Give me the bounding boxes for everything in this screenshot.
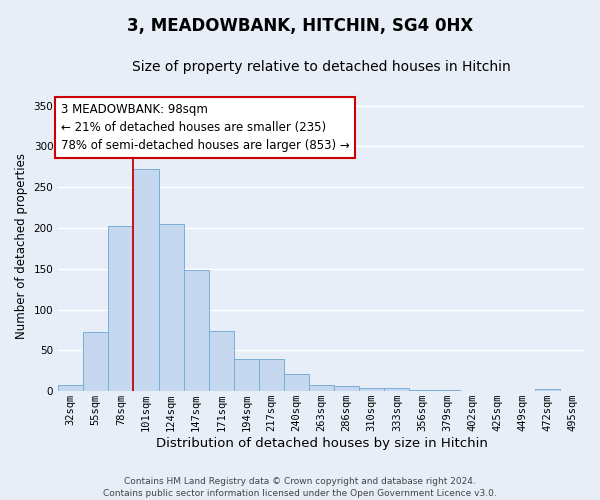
Text: 3 MEADOWBANK: 98sqm
← 21% of detached houses are smaller (235)
78% of semi-detac: 3 MEADOWBANK: 98sqm ← 21% of detached ho… (61, 103, 350, 152)
Bar (359, 388, 385, 391)
Title: Size of property relative to detached houses in Hitchin: Size of property relative to detached ho… (132, 60, 511, 74)
Bar (385, 388, 409, 391)
Bar (209, 331, 234, 391)
Bar (83, 332, 109, 391)
Bar (284, 374, 309, 391)
Text: 3, MEADOWBANK, HITCHIN, SG4 0HX: 3, MEADOWBANK, HITCHIN, SG4 0HX (127, 18, 473, 36)
Bar (184, 270, 209, 391)
Bar (409, 390, 434, 391)
Bar (58, 386, 83, 391)
Bar (158, 224, 184, 391)
Text: Contains HM Land Registry data © Crown copyright and database right 2024.
Contai: Contains HM Land Registry data © Crown c… (103, 476, 497, 498)
Bar (133, 170, 158, 391)
Bar (535, 388, 560, 391)
Bar (309, 386, 334, 391)
X-axis label: Distribution of detached houses by size in Hitchin: Distribution of detached houses by size … (155, 437, 488, 450)
Bar (234, 358, 259, 391)
Y-axis label: Number of detached properties: Number of detached properties (15, 154, 28, 340)
Bar (109, 226, 133, 391)
Bar (259, 358, 284, 391)
Bar (334, 386, 359, 391)
Bar (434, 390, 460, 391)
